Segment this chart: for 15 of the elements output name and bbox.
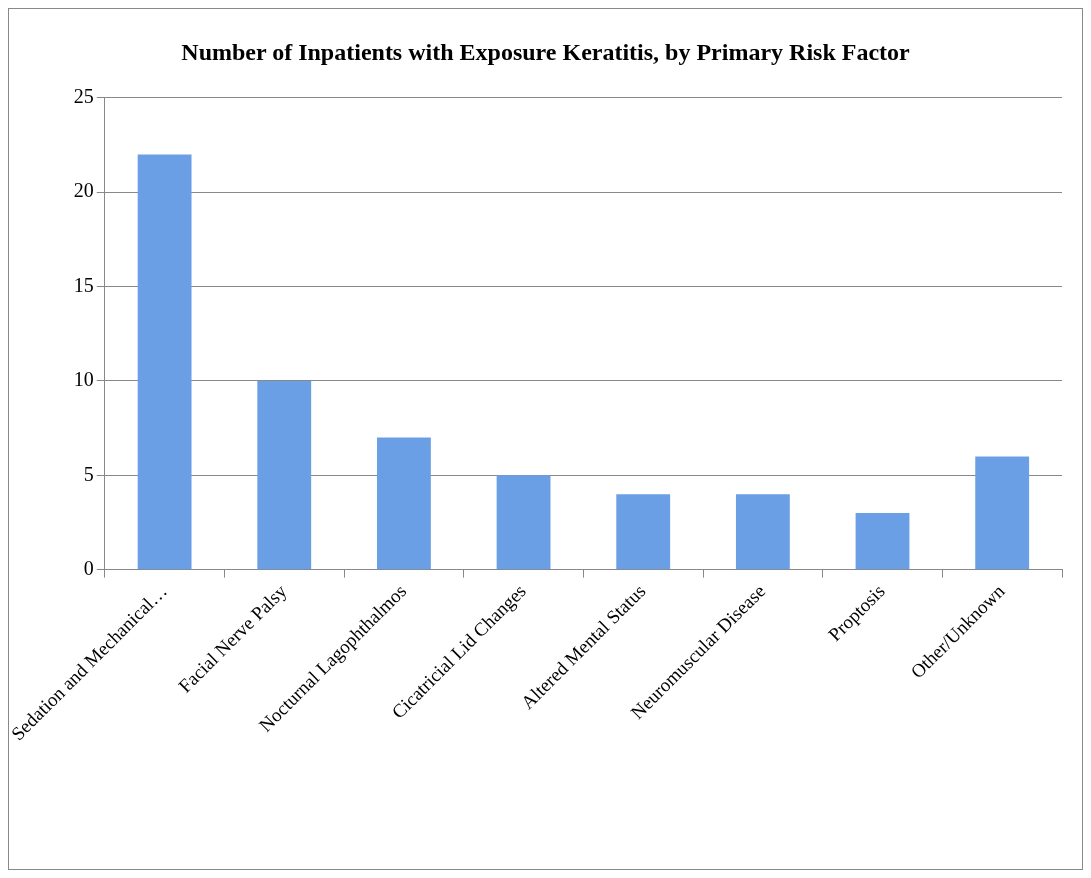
y-tick-label: 20 <box>73 179 94 202</box>
bar <box>257 380 312 570</box>
y-tick-label: 0 <box>83 556 94 579</box>
chart-title: Number of Inpatients with Exposure Keratitis, by Primary Risk Factor <box>181 38 911 65</box>
bar <box>975 456 1030 570</box>
y-tick-label: 5 <box>83 462 94 485</box>
bar <box>137 154 192 570</box>
bar <box>496 475 551 570</box>
bar <box>855 513 910 570</box>
bar <box>735 494 790 570</box>
bar <box>616 494 671 570</box>
y-tick-label: 15 <box>73 273 94 296</box>
y-tick-label: 25 <box>73 85 94 108</box>
bar <box>376 437 431 570</box>
y-tick-label: 10 <box>73 368 94 391</box>
